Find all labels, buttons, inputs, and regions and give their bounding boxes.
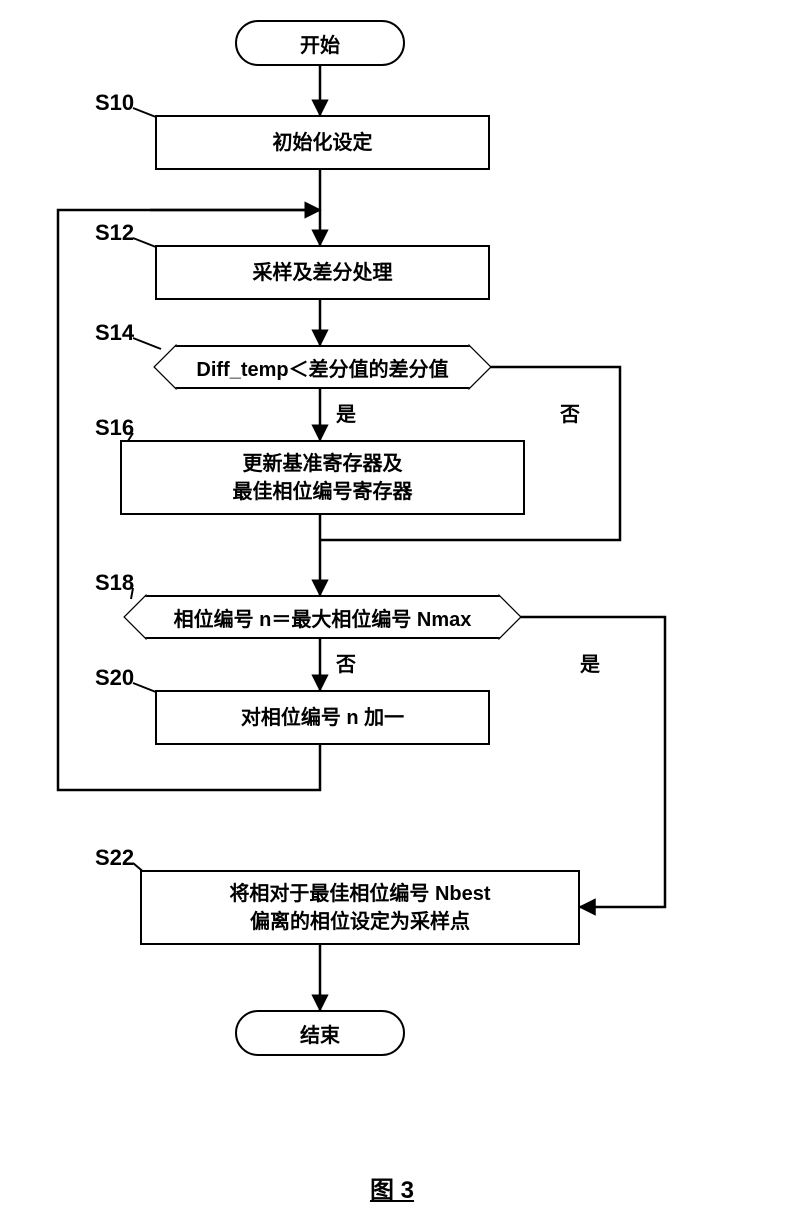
terminator-end: 结束	[235, 1010, 405, 1056]
step-label-s18: S18	[95, 570, 134, 596]
decision-s14: Diff_temp＜差分值的差分值	[155, 345, 490, 389]
flowchart-canvas: 开始 S10 初始化设定 S12 采样及差分处理 S14 Diff_temp＜差…	[0, 0, 800, 1232]
branch-s18-yes: 是	[580, 648, 600, 677]
step-label-s12: S12	[95, 220, 134, 246]
step-label-s16: S16	[95, 415, 134, 441]
branch-s18-no: 否	[336, 648, 356, 677]
terminator-start: 开始	[235, 20, 405, 66]
s22-text: 将相对于最佳相位编号 Nbest 偏离的相位设定为采样点	[229, 880, 490, 936]
branch-s14-no: 否	[560, 398, 580, 427]
decision-s18: 相位编号 n＝最大相位编号 Nmax	[125, 595, 520, 639]
process-s22: 将相对于最佳相位编号 Nbest 偏离的相位设定为采样点	[140, 870, 580, 945]
s14-text: Diff_temp＜差分值的差分值	[196, 353, 448, 382]
process-s20: 对相位编号 n 加一	[155, 690, 490, 745]
step-label-s10: S10	[95, 90, 134, 116]
start-text: 开始	[300, 29, 340, 58]
branch-s14-yes: 是	[336, 398, 356, 427]
step-label-s22: S22	[95, 845, 134, 871]
process-s12: 采样及差分处理	[155, 245, 490, 300]
s12-text: 采样及差分处理	[253, 259, 393, 287]
s16-text: 更新基准寄存器及 最佳相位编号寄存器	[233, 450, 413, 506]
s10-text: 初始化设定	[273, 129, 373, 157]
process-s16: 更新基准寄存器及 最佳相位编号寄存器	[120, 440, 525, 515]
step-label-s20: S20	[95, 665, 134, 691]
figure-caption: 图 3	[370, 1170, 414, 1205]
process-s10: 初始化设定	[155, 115, 490, 170]
s18-text: 相位编号 n＝最大相位编号 Nmax	[174, 603, 472, 632]
end-text: 结束	[300, 1019, 340, 1048]
s20-text: 对相位编号 n 加一	[241, 704, 404, 732]
step-label-s14: S14	[95, 320, 134, 346]
